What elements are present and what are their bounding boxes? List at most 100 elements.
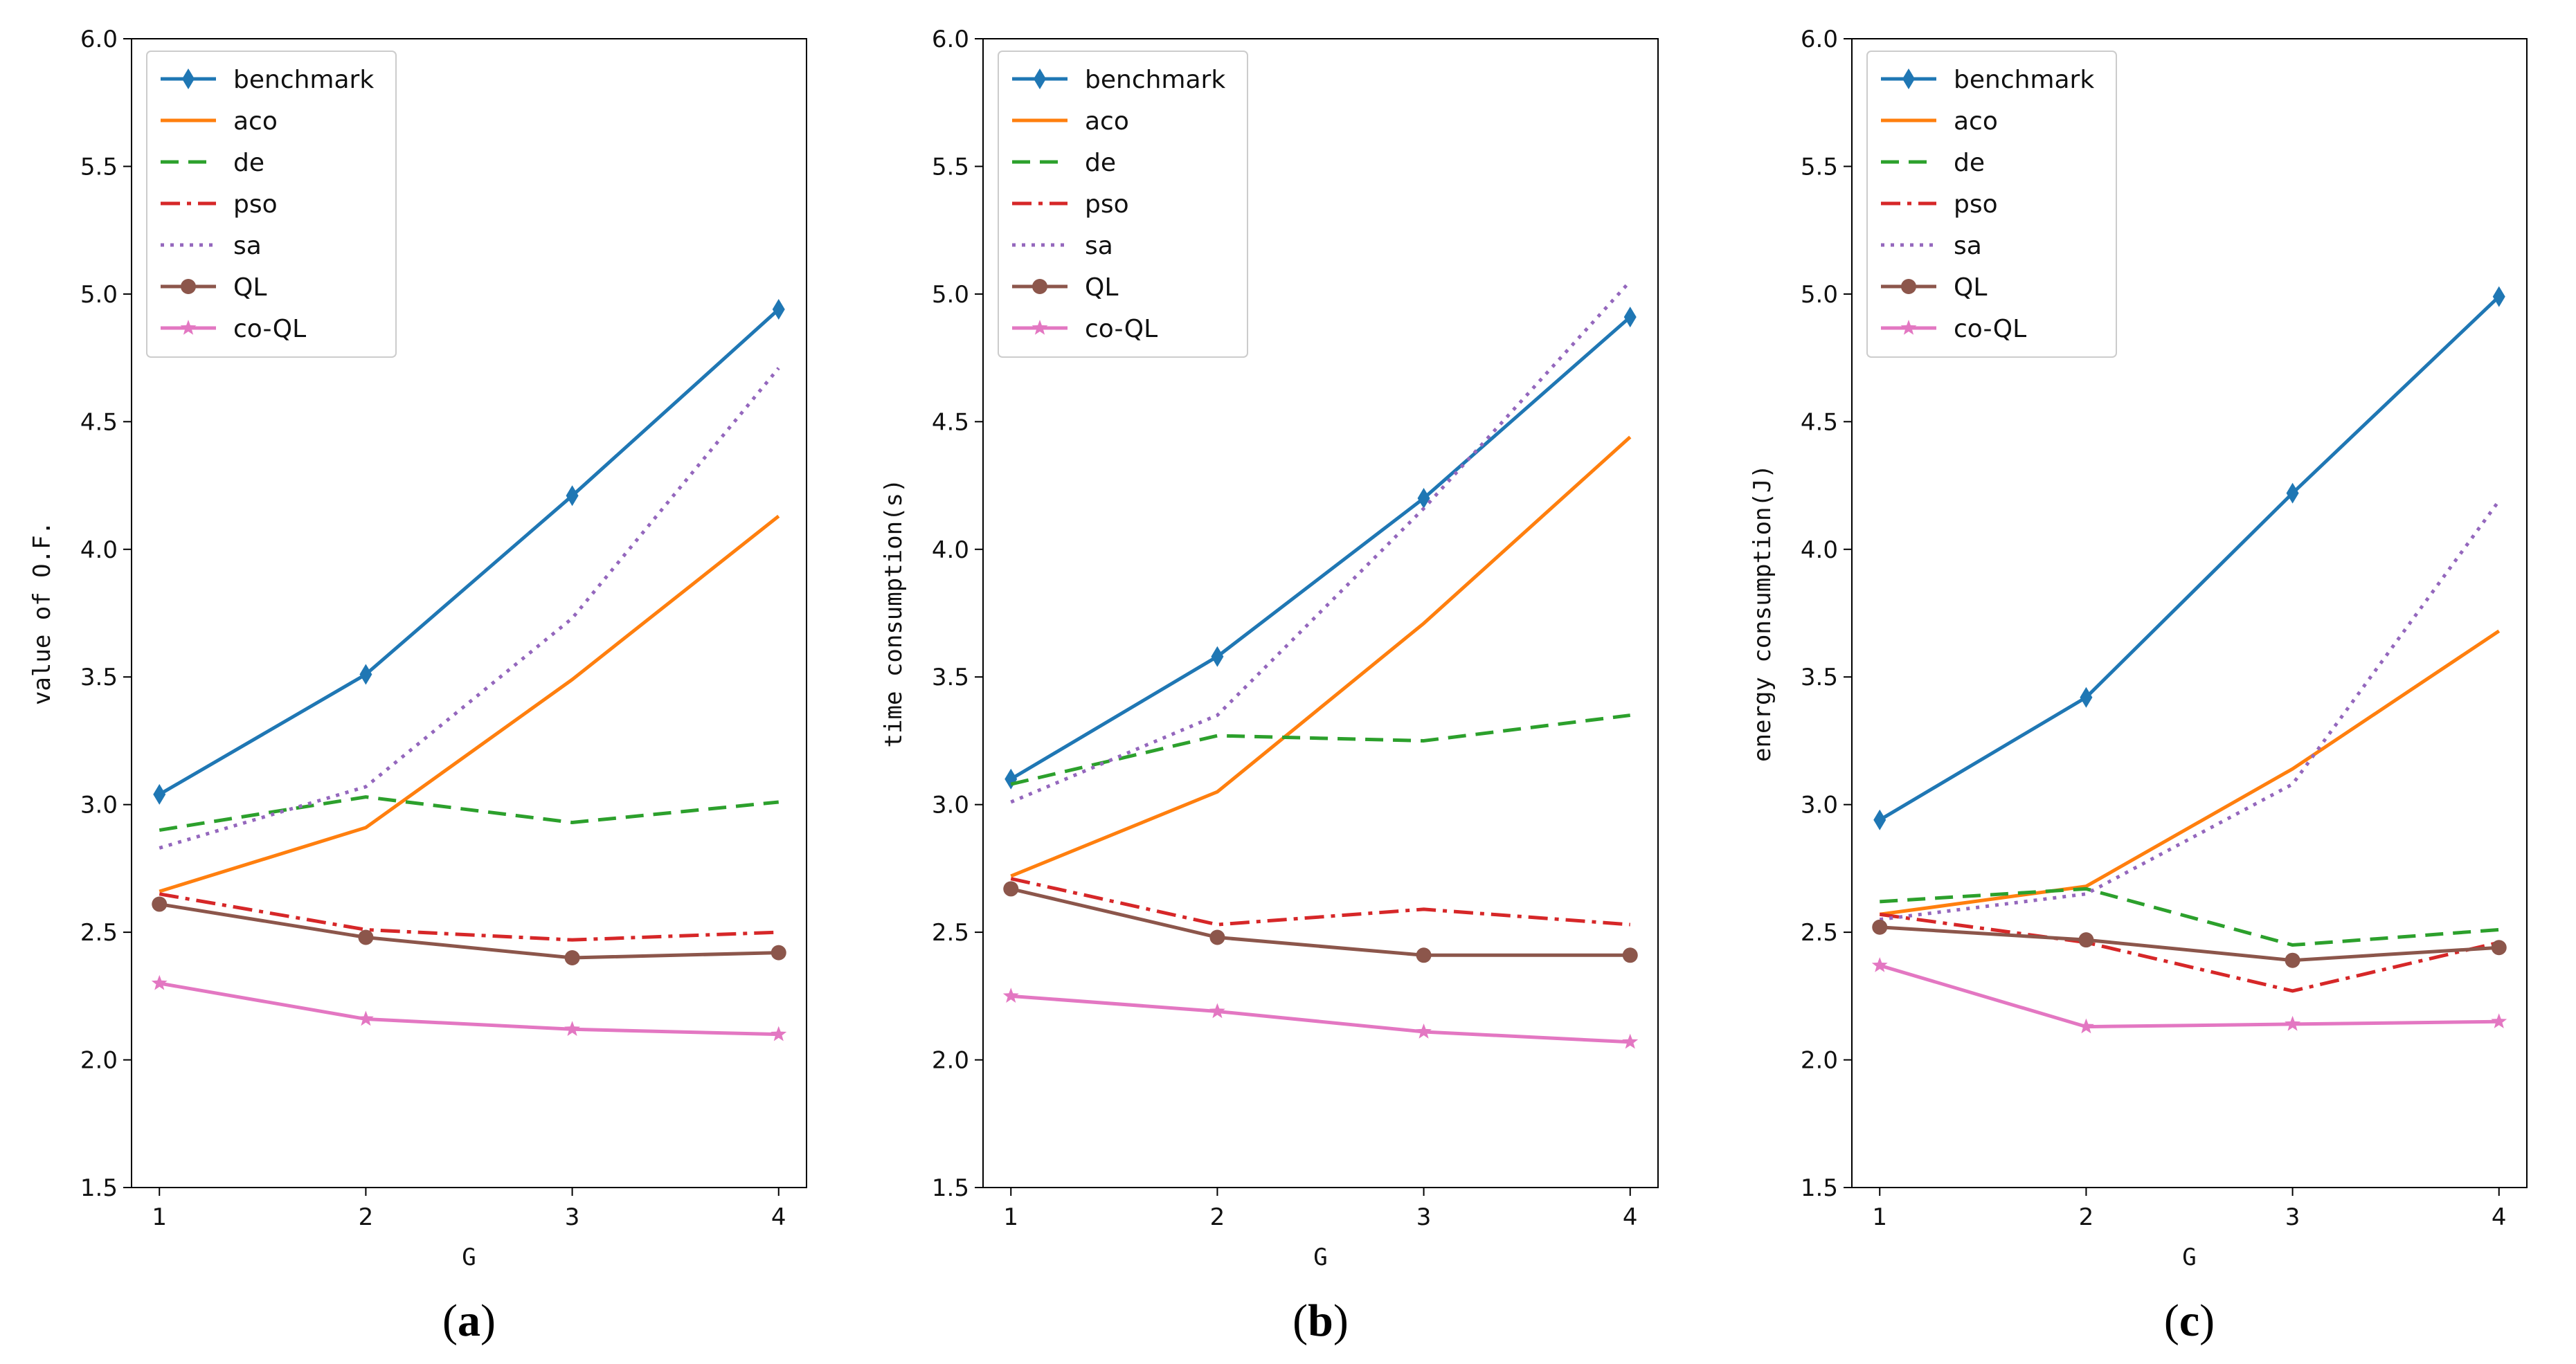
y-tick-label: 1.5 (1801, 1174, 1838, 1202)
legend-item-benchmark: benchmark (1012, 66, 1225, 94)
data-point-benchmark (566, 485, 579, 507)
y-tick-label: 1.5 (80, 1174, 118, 1202)
panel-caption: (a) (442, 1295, 496, 1346)
series-line-benchmark (1878, 295, 2501, 821)
legend: benchmark aco de pso sa QL co-QL (146, 51, 397, 358)
series-line-de (1880, 886, 2499, 947)
series-benchmark (1005, 307, 1637, 790)
legend-box (1866, 51, 2117, 358)
legend-marker (182, 69, 195, 89)
legend-marker (1032, 279, 1047, 294)
legend-label: pso (233, 190, 278, 219)
data-point-benchmark (2286, 482, 2299, 504)
y-tick-label: 4.0 (80, 536, 118, 564)
legend-label: QL (1085, 273, 1118, 302)
series-line-pso (159, 892, 779, 942)
y-tick-label: 6.0 (80, 26, 118, 53)
series-line-sa (1879, 500, 2501, 922)
series-line-aco (1879, 629, 2501, 916)
legend-item-QL: QL (1012, 273, 1118, 302)
data-point-co-QL (2078, 1018, 2094, 1034)
data-point-QL (1872, 919, 1888, 935)
series-QL (152, 896, 786, 965)
panel-c: 1.5 2.0 2.5 3.0 3.5 4.0 4.5 5.0 5.5 6.0 1 2 3 4 Generg… (1749, 26, 2528, 1346)
data-point-QL (1003, 881, 1019, 897)
series-de (1880, 886, 2499, 947)
legend-label: aco (1085, 107, 1129, 136)
series-line-benchmark (1009, 316, 1632, 781)
legend: benchmark aco de pso sa QL co-QL (998, 51, 1248, 358)
legend-item-aco: aco (1012, 107, 1129, 136)
series-aco (1879, 629, 2501, 916)
series-co-QL (151, 974, 787, 1042)
x-tick-label: 4 (771, 1203, 786, 1231)
legend-label: co-QL (1085, 315, 1158, 343)
legend-item-de: de (1881, 149, 1985, 177)
series-line-co-QL (1011, 994, 1630, 1044)
y-tick-label: 4.0 (932, 536, 969, 564)
legend-label: benchmark (1954, 66, 2094, 94)
data-point-benchmark (1623, 307, 1637, 328)
y-tick-label: 5.0 (932, 281, 969, 309)
x-tick-label: 3 (1416, 1203, 1432, 1231)
plot-frame (982, 38, 1659, 1188)
series-line-sa (1010, 280, 1632, 804)
series-aco (1010, 435, 1632, 878)
series-sa (159, 367, 780, 850)
data-point-QL (2285, 952, 2300, 968)
legend-item-aco: aco (161, 107, 278, 136)
series-co-QL (1871, 957, 2507, 1034)
x-tick-label: 1 (152, 1203, 167, 1231)
legend-label: sa (233, 232, 262, 260)
series-QL (1003, 881, 1638, 963)
series-pso (159, 892, 779, 942)
data-point-benchmark (2492, 286, 2505, 307)
data-point-benchmark (2080, 686, 2093, 708)
data-point-benchmark (1417, 488, 1430, 509)
y-tick-label: 5.5 (1801, 153, 1838, 181)
y-tick-label: 3.5 (932, 664, 969, 691)
y-tick-label: 4.5 (932, 408, 969, 436)
panel-caption: (b) (1292, 1295, 1349, 1346)
panel-caption: (c) (2164, 1295, 2215, 1346)
y-tick-label: 4.5 (80, 408, 118, 436)
series-line-pso (1879, 912, 2500, 993)
y-tick-label: 2.5 (1801, 919, 1838, 947)
x-axis-label: G (2182, 1244, 2196, 1271)
y-axis-label: value of O.F. (28, 521, 56, 705)
x-tick-label: 4 (1623, 1203, 1638, 1231)
series-line-de (159, 795, 779, 833)
y-tick-label: 5.0 (80, 281, 118, 309)
legend-item-benchmark: benchmark (1881, 66, 2094, 94)
legend-marker (1032, 320, 1048, 335)
data-point-QL (1622, 947, 1638, 963)
data-point-QL (358, 929, 374, 945)
y-tick-label: 5.5 (80, 153, 118, 181)
y-tick-label: 3.0 (932, 792, 969, 819)
data-point-co-QL (771, 1026, 787, 1042)
legend-label: pso (1954, 190, 1998, 219)
legend-item-aco: aco (1881, 107, 1998, 136)
y-tick-label: 3.5 (1801, 664, 1838, 691)
legend-marker (1901, 279, 1916, 294)
data-point-QL (1209, 929, 1225, 945)
legend-item-pso: pso (1012, 190, 1129, 219)
series-aco (159, 514, 780, 893)
series-line-aco (159, 514, 780, 893)
panel-a: 1.5 2.0 2.5 3.0 3.5 4.0 4.5 5.0 5.5 6.0 1 2 3 4 Gvalue… (28, 26, 807, 1346)
data-point-QL (1416, 947, 1432, 963)
data-point-QL (2491, 940, 2507, 956)
legend-item-benchmark: benchmark (161, 66, 374, 94)
x-tick-label: 1 (1003, 1203, 1018, 1231)
series-QL (1872, 919, 2507, 968)
x-tick-label: 4 (2492, 1203, 2507, 1231)
plot-frame (1851, 38, 2528, 1188)
data-point-co-QL (1002, 988, 1019, 1003)
legend-item-de: de (161, 149, 264, 177)
x-tick-label: 3 (565, 1203, 580, 1231)
data-point-benchmark (772, 299, 785, 320)
legend-item-sa: sa (1881, 232, 1982, 260)
x-tick-label: 2 (1210, 1203, 1225, 1231)
legend-label: co-QL (233, 315, 306, 343)
